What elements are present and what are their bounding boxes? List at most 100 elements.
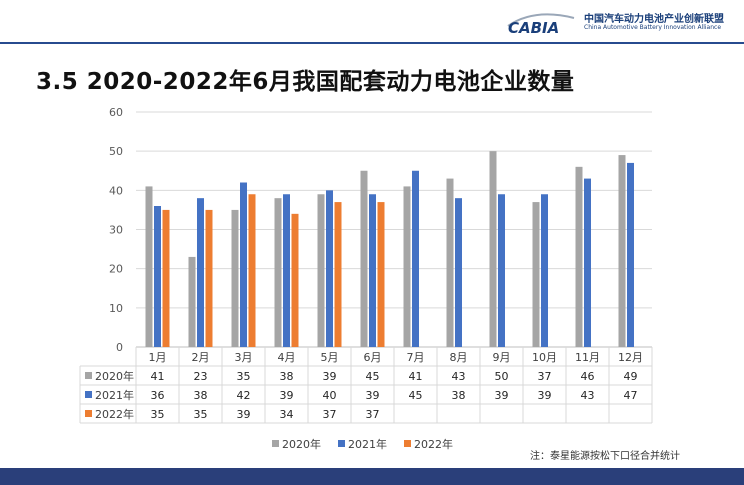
table-value: 45 [409,389,423,402]
table-series-label: 2022年 [95,407,134,421]
table-value: 39 [280,389,294,402]
table-legend-key [85,410,92,417]
table-value: 41 [409,370,423,383]
bar [377,202,385,347]
table-value: 38 [280,370,294,383]
bar [532,202,540,347]
table-value: 35 [151,408,165,421]
table-value: 36 [151,389,165,402]
x-tick-label: 5月 [321,351,339,364]
bar [369,194,376,347]
x-tick-label: 8月 [450,351,468,364]
header-bar: CABIA 中国汽车动力电池产业创新联盟 China Automotive Ba… [0,0,744,42]
legend-label: 2020年 [282,437,321,451]
bar [412,170,419,347]
table-value: 39 [366,389,380,402]
table-value: 35 [194,408,208,421]
bar [291,213,299,347]
bar [618,155,626,347]
y-tick-label: 0 [116,341,123,354]
table-series-label: 2021年 [95,388,134,402]
y-tick-label: 50 [109,145,123,158]
legend-key [404,440,411,447]
bar [584,178,591,347]
table-series-label: 2020年 [95,369,134,383]
legend-label: 2022年 [414,437,453,451]
table-value: 40 [323,389,337,402]
bar [188,256,196,347]
bar [541,194,548,347]
x-tick-label: 3月 [235,351,253,364]
table-value: 39 [495,389,509,402]
bar [240,182,247,347]
x-tick-label: 2月 [192,351,210,364]
page-title: 3.5 2020-2022年6月我国配套动力电池企业数量 [36,69,575,95]
bar [455,198,462,347]
bar [231,209,239,347]
table-value: 35 [237,370,251,383]
source-note: 注：泰星能源按松下口径合并统计 [530,451,680,462]
bar-chart: 0 10 20 30 40 50 60 1月 2月 3月 4月 5月 6月 7月 8月 9月 10月 11月 12月… [79,106,653,451]
bar [162,209,170,347]
table-value: 39 [323,370,337,383]
org-name-cn: 中国汽车动力电池产业创新联盟 [584,14,724,25]
y-tick-label: 10 [109,302,123,315]
bar [154,206,161,347]
bar [334,202,342,347]
bar [274,198,282,347]
bar [446,178,454,347]
y-tick-label: 30 [109,224,123,237]
bar [283,194,290,347]
table-value: 39 [538,389,552,402]
bar [627,162,634,347]
table-value: 46 [581,370,595,383]
table-value: 45 [366,370,380,383]
table-value: 23 [194,370,208,383]
table-value: 50 [495,370,509,383]
x-tick-label: 7月 [407,351,425,364]
bar [360,170,368,347]
table-value: 39 [237,408,251,421]
y-tick-label: 60 [109,106,123,119]
table-value: 43 [581,389,595,402]
x-tick-label: 11月 [575,351,600,364]
y-tick-label: 20 [109,263,123,276]
bar [575,166,583,347]
x-tick-label: 1月 [149,351,167,364]
legend-key [272,440,279,447]
table-value: 43 [452,370,466,383]
y-tick-label: 40 [109,184,123,197]
table-value: 41 [151,370,165,383]
table-value: 49 [624,370,638,383]
table-legend-key [85,391,92,398]
x-tick-label: 12月 [618,351,643,364]
bar [326,190,333,347]
table-value: 38 [194,389,208,402]
x-tick-label: 9月 [493,351,511,364]
bar [403,186,411,347]
table-value: 37 [323,408,337,421]
table-value: 38 [452,389,466,402]
table-value: 37 [366,408,380,421]
bar [205,209,213,347]
table-value: 37 [538,370,552,383]
x-tick-label: 6月 [364,351,382,364]
x-tick-label: 10月 [532,351,557,364]
table-value: 34 [280,408,294,421]
legend-label: 2021年 [348,437,387,451]
org-name-en: China Automotive Battery Innovation Alli… [584,24,722,31]
cabia-logo-icon: CABIA [507,13,575,36]
x-tick-label: 4月 [278,351,296,364]
bar [498,194,505,347]
header-divider [0,42,744,44]
cabia-logo: CABIA 中国汽车动力电池产业创新联盟 China Automotive Ba… [504,8,724,36]
footer-bar [0,468,744,485]
bar [145,186,153,347]
table-value: 42 [237,389,251,402]
table-value: 47 [624,389,638,402]
bar [248,194,256,347]
bar [489,151,497,347]
table-legend-key [85,372,92,379]
logo-word: CABIA [508,19,559,36]
bar [317,194,325,347]
